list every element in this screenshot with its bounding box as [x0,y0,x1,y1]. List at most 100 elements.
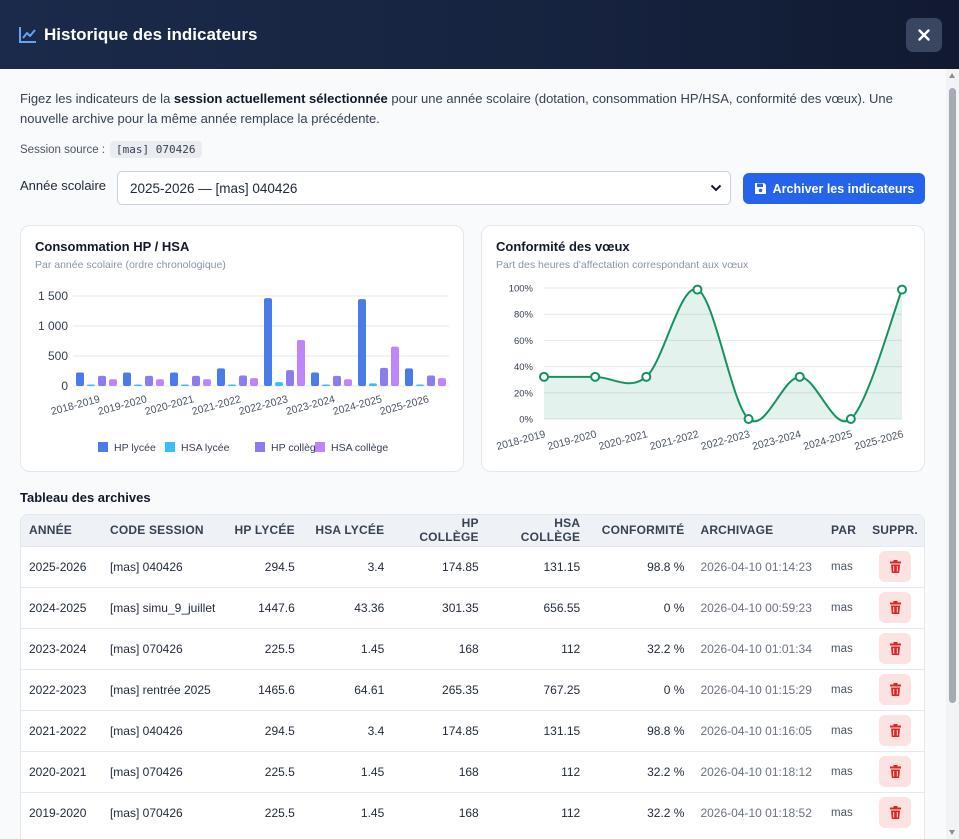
bar [250,378,258,386]
conformity-chart-subtitle: Part des heures d'affectation correspond… [496,259,749,271]
delete-button[interactable] [879,551,912,582]
column-header: CONFORMITÉ [601,523,685,538]
column-header: SUPPR. [872,523,918,538]
table-cell: 32.2 % [647,641,685,656]
archive-button[interactable]: Archiver les indicateurs [743,173,925,204]
table-cell: 0 % [663,600,685,615]
table-cell: 64.61 [354,682,385,697]
intro-bold: session actuellement sélectionnée [173,91,388,106]
delete-cell [864,546,924,587]
year-select[interactable]: 2025-2026 — [mas] 040426 [117,171,731,205]
delete-cell [864,792,924,833]
modal-header: Historique des indicateurs [0,0,959,69]
delete-cell [864,751,924,792]
table-cell: 2019-2020 [29,805,87,820]
column-header: HSA LYCÉE [315,523,385,538]
legend-label: HSA lycée [181,442,230,454]
table-cell: mas [831,642,853,655]
bar [311,372,319,386]
table-cell: [mas] rentrée 2025 [109,682,211,697]
table-cell: 2026-04-10 01:01:34 [700,641,812,656]
save-icon [754,182,767,195]
bar [391,346,399,386]
conformity-chart-card: Conformité des vœux Part des heures d'af… [481,225,925,472]
x-tick-label: 2018-2019 [495,428,547,453]
conformity-point [743,414,754,424]
close-button[interactable] [906,18,942,52]
archives-table: ANNÉE CODE SESSION HP LYCÉE HSA LYCÉE HP COL… [21,515,924,833]
conformity-point [539,371,549,382]
x-tick-label: 2025-2026 [853,428,905,453]
bar [405,368,413,386]
table-cell: mas [831,683,853,696]
bar [87,384,95,386]
y-tick-label: 100% [509,284,534,295]
y-tick-label: 0% [519,415,533,426]
table-cell: 2026-04-10 01:15:29 [700,682,812,697]
scroll-down-icon[interactable] [949,830,955,835]
table-cell: [mas] 070426 [109,641,183,656]
delete-cell [864,669,924,710]
table-cell: [mas] 040426 [109,723,183,738]
consumption-chart-title: Consommation HP / HSA [35,239,190,254]
table-cell: 1447.6 [258,600,295,615]
table-cell: 656.55 [543,600,581,615]
session-source-code: [mas] 070426 [110,141,202,158]
column-header: ANNÉE [29,523,73,538]
conformity-area [544,289,902,422]
y-tick-label: 80% [514,310,534,321]
bar [98,375,106,386]
scrollbar-thumb[interactable] [949,88,956,703]
bar [427,375,435,386]
column-header: PAR [831,523,857,538]
delete-button[interactable] [879,797,912,829]
bar [322,384,330,386]
scroll-up-icon[interactable] [949,73,955,78]
x-tick-label: 2019-2020 [546,428,598,453]
table-cell: 43.36 [354,600,385,615]
table-header-row: ANNÉE CODE SESSION HP LYCÉE HSA LYCÉE HP COL… [21,515,924,546]
legend-label: HP lycée [114,442,156,454]
table-cell: 168 [458,641,479,656]
table-cell: 225.5 [264,641,295,656]
archives-table-title: Tableau des archives [20,490,151,505]
scrollbar[interactable] [946,69,959,839]
table-cell: 2022-2023 [29,682,87,697]
delete-button[interactable] [879,756,912,787]
table-cell: 2026-04-10 01:18:12 [700,764,812,779]
conformity-point [641,371,652,382]
legend-label: HP collège [271,442,322,454]
column-header: HP LYCÉE [234,523,295,538]
y-tick-label: 20% [514,388,534,399]
bar [123,372,131,386]
delete-button[interactable] [879,715,912,746]
consumption-chart-card: Consommation HP / HSA Par année scolaire… [20,225,464,472]
y-tick-label: 1 500 [38,289,68,303]
delete-button[interactable] [879,592,912,623]
bar [239,375,247,386]
table-cell: mas [831,765,853,778]
trash-icon [889,560,901,573]
legend-label: HSA collège [331,442,388,454]
conformity-point [590,371,601,382]
table-cell: 32.2 % [647,805,685,820]
table-row: 2022-2023 [mas] rentrée 2025 1465.6 64.61 26… [21,669,924,710]
x-tick-label: 2020-2021 [597,428,649,453]
table-cell: 2026-04-10 01:18:52 [700,805,812,820]
table-cell: 112 [561,641,581,656]
table-body: 2025-2026 [mas] 040426 294.5 3.4 174.85 131.1… [21,546,924,833]
table-cell: [mas] simu_9_juillet [109,600,216,615]
table-cell: 174.85 [442,723,479,738]
delete-button[interactable] [879,633,912,664]
x-tick-label: 2024-2025 [802,428,854,453]
delete-button[interactable] [879,674,912,705]
trash-icon [889,765,901,778]
table-cell: 32.2 % [647,764,685,779]
column-header: CODE SESSION [109,523,204,538]
bar [76,372,84,386]
table-cell: mas [831,724,853,737]
table-cell: [mas] 070426 [109,805,183,820]
x-tick-label: 2021-2022 [191,393,243,418]
bar [369,383,377,386]
x-tick-label: 2023-2024 [285,393,337,418]
